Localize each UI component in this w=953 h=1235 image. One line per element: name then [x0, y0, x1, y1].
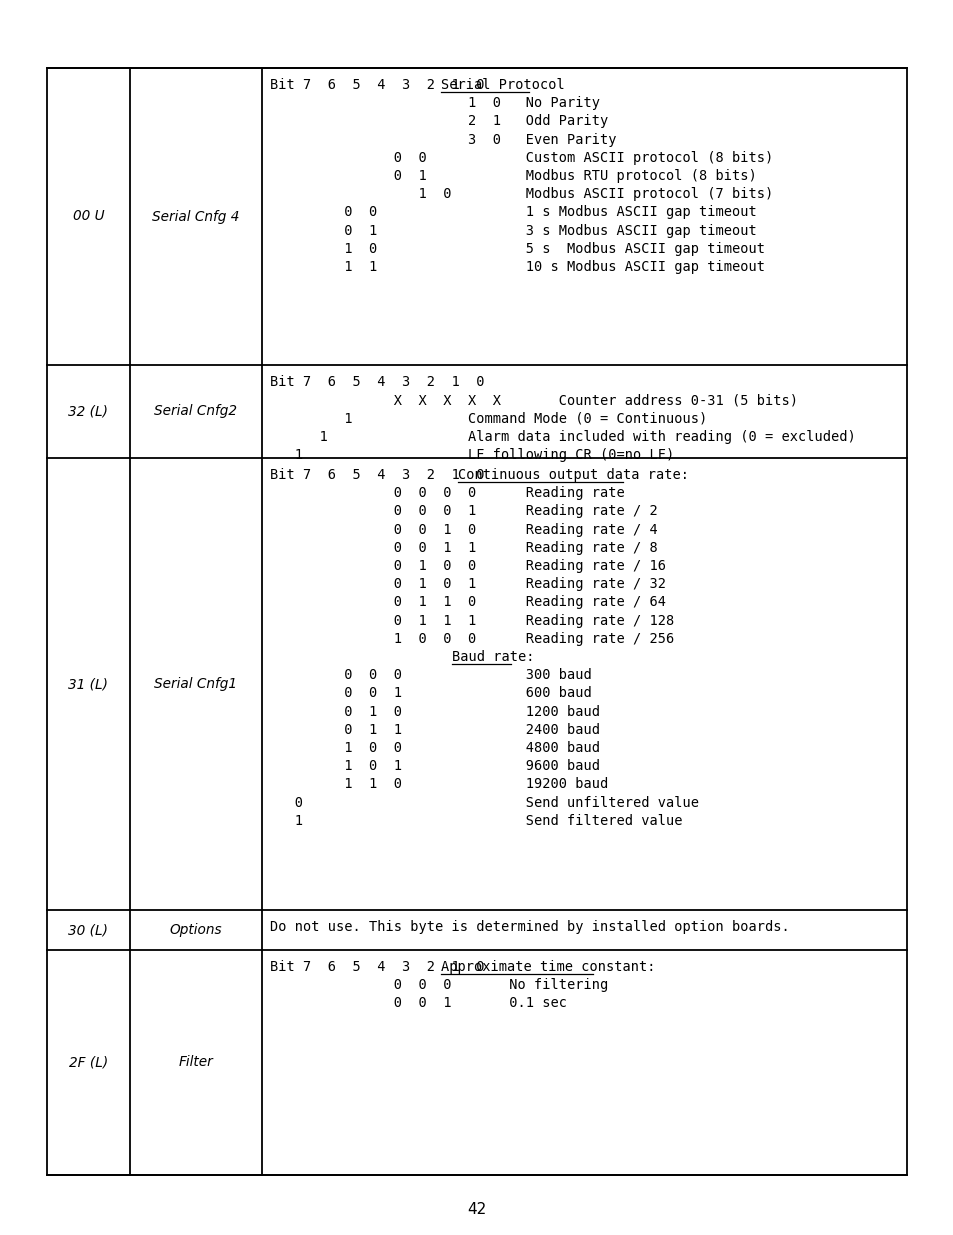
Text: 1                    LF following CR (0=no LF): 1 LF following CR (0=no LF) — [270, 448, 674, 462]
Text: 1              Command Mode (0 = Continuous): 1 Command Mode (0 = Continuous) — [270, 411, 706, 425]
Text: 0  1  1  0      Reading rate / 64: 0 1 1 0 Reading rate / 64 — [270, 595, 665, 609]
Text: 00 U: 00 U — [72, 210, 104, 224]
Text: Do not use. This byte is determined by installed option boards.: Do not use. This byte is determined by i… — [270, 920, 789, 934]
Text: 3  0   Even Parity: 3 0 Even Parity — [270, 132, 616, 147]
Text: 1  0  0  0      Reading rate / 256: 1 0 0 0 Reading rate / 256 — [270, 632, 674, 646]
Text: 0  0  0               300 baud: 0 0 0 300 baud — [270, 668, 591, 682]
Text: 0  0  1       0.1 sec: 0 0 1 0.1 sec — [270, 997, 566, 1010]
Text: 31 (L): 31 (L) — [69, 677, 109, 692]
Text: Continuous output data rate:: Continuous output data rate: — [457, 468, 688, 482]
Text: 0  1  0  0      Reading rate / 16: 0 1 0 0 Reading rate / 16 — [270, 559, 665, 573]
Text: Bit 7  6  5  4  3  2  1  0: Bit 7 6 5 4 3 2 1 0 — [270, 78, 509, 91]
Text: 0  0  0       No filtering: 0 0 0 No filtering — [270, 978, 608, 992]
Text: 1  0  0               4800 baud: 1 0 0 4800 baud — [270, 741, 599, 755]
Text: 0  1  1               2400 baud: 0 1 1 2400 baud — [270, 722, 599, 737]
Text: 1  1                  10 s Modbus ASCII gap timeout: 1 1 10 s Modbus ASCII gap timeout — [270, 261, 764, 274]
Text: Bit 7  6  5  4  3  2  1  0: Bit 7 6 5 4 3 2 1 0 — [270, 468, 534, 482]
Text: 1  1  0               19200 baud: 1 1 0 19200 baud — [270, 777, 608, 792]
Text: Serial Protocol: Serial Protocol — [440, 78, 563, 91]
Text: 0  1  0  1      Reading rate / 32: 0 1 0 1 Reading rate / 32 — [270, 577, 665, 592]
Text: 1                           Send filtered value: 1 Send filtered value — [270, 814, 681, 827]
Text: 2F (L): 2F (L) — [69, 1056, 108, 1070]
Bar — [47, 68, 906, 1174]
Text: 30 (L): 30 (L) — [69, 923, 109, 937]
Text: 0  0  0  1      Reading rate / 2: 0 0 0 1 Reading rate / 2 — [270, 504, 657, 519]
Text: 0  1                  3 s Modbus ASCII gap timeout: 0 1 3 s Modbus ASCII gap timeout — [270, 224, 756, 237]
Text: Filter: Filter — [178, 1056, 213, 1070]
Text: 1  0         Modbus ASCII protocol (7 bits): 1 0 Modbus ASCII protocol (7 bits) — [270, 188, 773, 201]
Text: Serial Cnfg1: Serial Cnfg1 — [154, 677, 237, 692]
Text: X  X  X  X  X       Counter address 0-31 (5 bits): X X X X X Counter address 0-31 (5 bits) — [270, 393, 797, 408]
Text: Baud rate:: Baud rate: — [452, 650, 535, 664]
Text: 1  0                  5 s  Modbus ASCII gap timeout: 1 0 5 s Modbus ASCII gap timeout — [270, 242, 764, 256]
Text: 1  0   No Parity: 1 0 No Parity — [270, 96, 599, 110]
Text: 0  0            Custom ASCII protocol (8 bits): 0 0 Custom ASCII protocol (8 bits) — [270, 151, 773, 164]
Text: 0  1  1  1      Reading rate / 128: 0 1 1 1 Reading rate / 128 — [270, 614, 674, 627]
Text: 2  1   Odd Parity: 2 1 Odd Parity — [270, 115, 608, 128]
Text: Serial Cnfg 4: Serial Cnfg 4 — [152, 210, 239, 224]
Text: 0                           Send unfiltered value: 0 Send unfiltered value — [270, 795, 699, 810]
Text: 32 (L): 32 (L) — [69, 405, 109, 419]
Text: 0  1            Modbus RTU protocol (8 bits): 0 1 Modbus RTU protocol (8 bits) — [270, 169, 756, 183]
Text: 1  0  1               9600 baud: 1 0 1 9600 baud — [270, 760, 599, 773]
Text: 0  0  1  1      Reading rate / 8: 0 0 1 1 Reading rate / 8 — [270, 541, 657, 555]
Text: Options: Options — [170, 923, 222, 937]
Text: Approximate time constant:: Approximate time constant: — [440, 960, 655, 974]
Text: 0  0                  1 s Modbus ASCII gap timeout: 0 0 1 s Modbus ASCII gap timeout — [270, 205, 756, 220]
Text: 0  1  0               1200 baud: 0 1 0 1200 baud — [270, 705, 599, 719]
Text: 0  0  1               600 baud: 0 0 1 600 baud — [270, 687, 591, 700]
Text: 42: 42 — [467, 1203, 486, 1218]
Text: Bit 7  6  5  4  3  2  1  0: Bit 7 6 5 4 3 2 1 0 — [270, 375, 484, 389]
Text: 0  0  0  0      Reading rate: 0 0 0 0 Reading rate — [270, 487, 624, 500]
Text: 1                 Alarm data included with reading (0 = excluded): 1 Alarm data included with reading (0 = … — [270, 430, 855, 443]
Text: 0  0  1  0      Reading rate / 4: 0 0 1 0 Reading rate / 4 — [270, 522, 657, 536]
Text: Bit 7  6  5  4  3  2  1  0: Bit 7 6 5 4 3 2 1 0 — [270, 960, 509, 974]
Text: Serial Cnfg2: Serial Cnfg2 — [154, 405, 237, 419]
